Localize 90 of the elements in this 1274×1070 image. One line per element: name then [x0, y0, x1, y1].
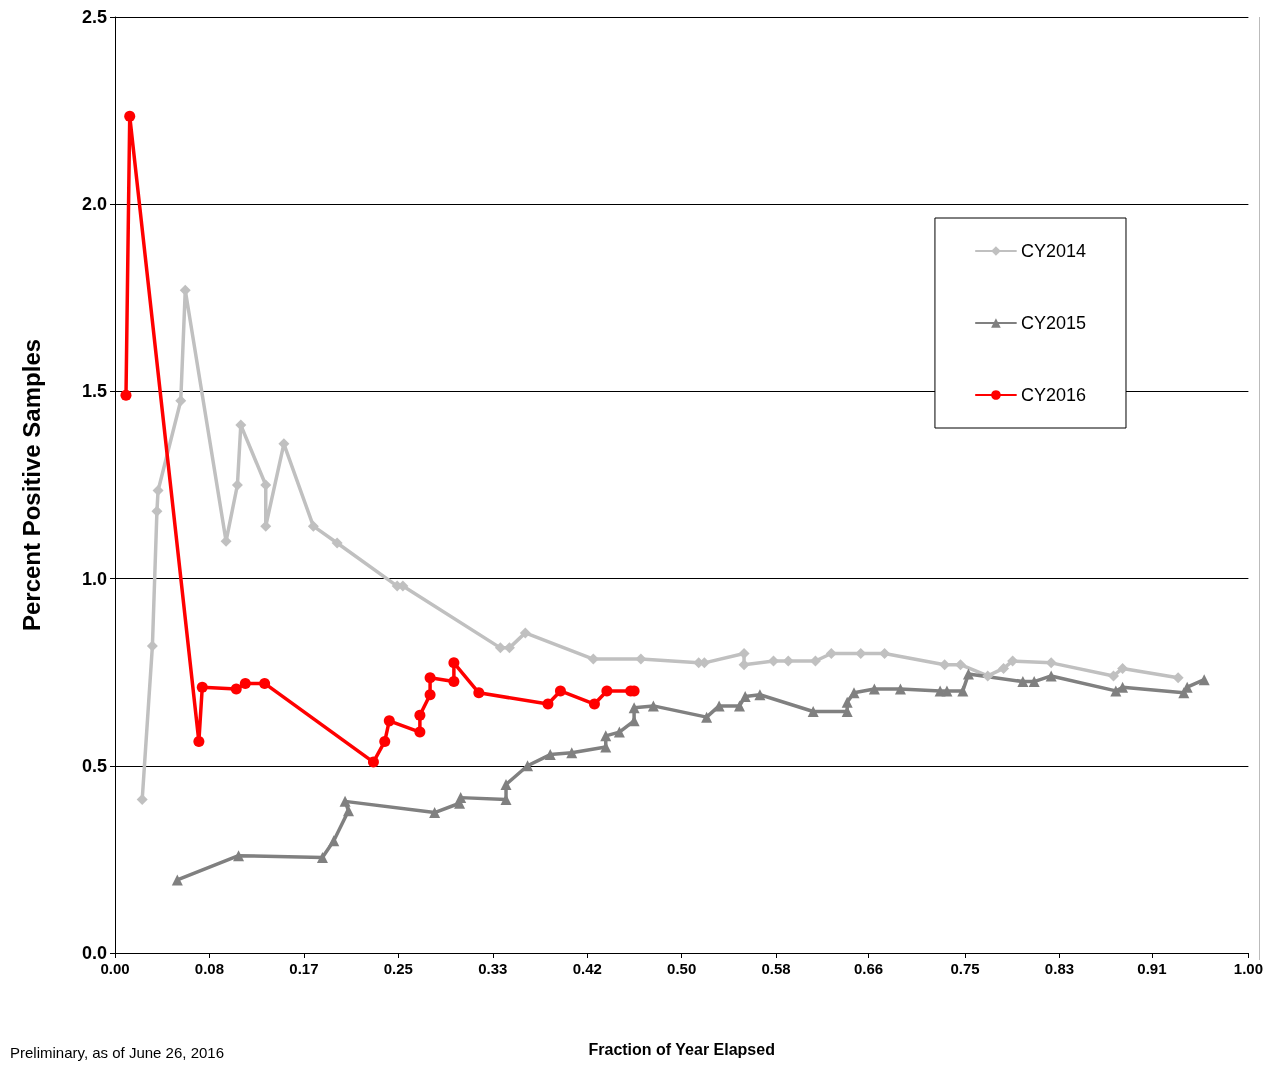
point — [628, 702, 640, 714]
y-tick-label: 1.5 — [81, 381, 107, 402]
point — [429, 807, 441, 819]
point — [1045, 670, 1057, 682]
x-tick-label: 0.58 — [761, 960, 791, 977]
x-tick-label: 0.33 — [478, 960, 508, 977]
point — [1017, 676, 1029, 688]
point — [367, 756, 379, 768]
x-tick-label: 0.25 — [383, 960, 413, 977]
y-tick-label: 1.0 — [81, 568, 107, 589]
y-tick-label: 2.0 — [81, 194, 107, 215]
point — [738, 647, 750, 659]
x-tick-label: 0.66 — [854, 960, 884, 977]
point — [647, 700, 659, 712]
point — [342, 805, 354, 817]
point — [424, 672, 436, 684]
x-tick-label: 1.00 — [1233, 960, 1263, 977]
point — [1108, 670, 1120, 682]
point — [316, 852, 328, 864]
point — [848, 687, 860, 699]
point — [566, 747, 578, 759]
legend-label: CY2016 — [1020, 385, 1087, 405]
x-tick-label: 0.17 — [289, 960, 319, 977]
point — [519, 627, 531, 639]
x-tick-label: 0.91 — [1137, 960, 1167, 977]
point — [962, 668, 974, 680]
point — [473, 687, 485, 699]
point — [171, 874, 183, 886]
point — [998, 662, 1010, 674]
point — [307, 520, 319, 532]
point — [841, 696, 853, 708]
text: Preliminary, as of June 26, 2016 — [10, 1044, 225, 1061]
y-tick-label: 0.0 — [81, 943, 107, 963]
point — [193, 735, 205, 747]
point — [230, 683, 242, 695]
point — [424, 689, 436, 701]
point — [542, 698, 554, 710]
point — [600, 730, 612, 742]
x-tick-label: 0.75 — [950, 960, 980, 977]
x-axis-title: Fraction of Year Elapsed — [588, 1040, 775, 1058]
x-tick-label: 0.00 — [100, 960, 130, 977]
point — [136, 794, 148, 805]
point — [500, 779, 512, 791]
point — [120, 389, 132, 401]
point — [613, 726, 625, 738]
point — [124, 110, 136, 122]
point — [955, 659, 967, 671]
point — [455, 792, 467, 804]
point — [957, 685, 969, 697]
point — [196, 681, 208, 693]
point — [982, 670, 994, 682]
y-tick-label: 0.5 — [81, 755, 107, 776]
y-tick-label: 2.5 — [81, 7, 107, 27]
point — [588, 698, 600, 710]
point — [494, 642, 506, 654]
point — [894, 683, 906, 695]
x-tick-label: 0.42 — [572, 960, 602, 977]
y-axis-title: Percent Positive Samples — [17, 338, 45, 632]
point — [739, 691, 751, 703]
point — [522, 760, 534, 772]
point — [448, 657, 460, 669]
point — [1172, 672, 1184, 684]
point — [414, 726, 426, 738]
point — [868, 683, 880, 695]
point — [383, 715, 395, 727]
point — [734, 700, 745, 712]
x-tick-label: 0.83 — [1044, 960, 1075, 977]
point — [331, 537, 343, 549]
point — [601, 685, 613, 697]
legend-label: CY2014 — [1020, 241, 1087, 261]
point — [754, 689, 766, 701]
point — [233, 850, 245, 862]
point — [701, 711, 713, 723]
point — [544, 749, 556, 761]
legend-label: CY2015 — [1020, 313, 1087, 333]
x-tick-label: 0.50 — [667, 960, 697, 977]
point — [239, 677, 251, 689]
point — [1117, 681, 1129, 693]
point — [554, 685, 566, 697]
point — [941, 685, 953, 697]
point — [1028, 676, 1040, 688]
point — [807, 706, 819, 718]
point — [414, 709, 426, 721]
point — [328, 835, 340, 847]
point — [448, 676, 460, 688]
point — [339, 795, 351, 807]
x-tick-label: 0.08 — [194, 960, 225, 977]
point — [259, 677, 271, 689]
point — [1198, 674, 1210, 686]
point — [379, 735, 391, 747]
